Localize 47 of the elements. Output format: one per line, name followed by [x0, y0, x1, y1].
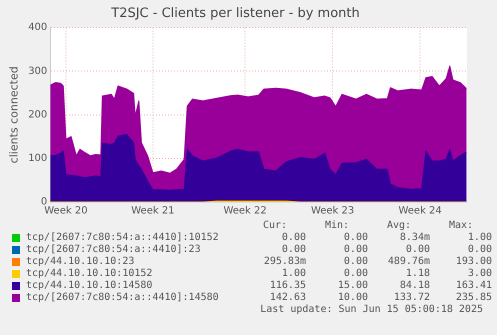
text: 0.00: [466, 244, 492, 256]
text: Max:: [448, 220, 474, 232]
y-tick-label: 200: [28, 109, 48, 120]
text: 295.83m: [262, 256, 306, 268]
chart-title: T2SJC - Clients per listener - by month: [110, 6, 360, 22]
text: 142.63: [268, 292, 306, 304]
text: 0.00: [280, 244, 306, 256]
text: 1.00: [466, 232, 492, 244]
text: 3.00: [466, 268, 492, 280]
y-tick-label: 0: [40, 196, 48, 208]
x-tick-label: Week 24: [398, 206, 442, 217]
text: 8.34m: [398, 232, 430, 244]
text: 1.00: [280, 268, 306, 280]
x-tick-label: Week 21: [131, 206, 175, 217]
text: 0.00: [342, 232, 368, 244]
legend-label: tcp/44.10.10.10:14580: [26, 280, 154, 292]
y-axis-title: clients connected: [7, 66, 20, 164]
legend-label: tcp/[2607:7c80:54:a::4410]:14580: [26, 292, 220, 304]
legend-label: tcp/44.10.10.10:23: [26, 256, 136, 268]
text: 84.18: [398, 280, 430, 292]
x-tick-label: Week 22: [223, 206, 267, 217]
text: 133.72: [392, 292, 430, 304]
y-tick-label: 300: [28, 66, 48, 77]
text: 163.41: [454, 280, 492, 292]
y-tick-label: 400: [28, 22, 48, 34]
text: Min:: [324, 220, 350, 232]
text: 10.00: [336, 292, 368, 304]
x-tick-label: Week 23: [310, 206, 354, 217]
text: Avg:: [386, 220, 412, 232]
x-tick-label: Week 20: [44, 206, 88, 217]
text: Last update: Sun Jun 15 05:00:18 2025: [259, 304, 484, 316]
text: 1.18: [404, 268, 430, 280]
text: 0.00: [342, 256, 368, 268]
text: 0.00: [342, 268, 368, 280]
text: 193.00: [454, 256, 492, 268]
text: 116.35: [268, 280, 306, 292]
text: 0.00: [404, 244, 430, 256]
text: 0.00: [342, 244, 368, 256]
legend-label: tcp/[2607:7c80:54:a::4410]:10152: [26, 232, 220, 244]
legend-label: tcp/44.10.10.10:10152: [26, 268, 154, 280]
text: Cur:: [262, 220, 288, 232]
text: 0.00: [280, 232, 306, 244]
text: 235.85: [454, 292, 492, 304]
text: 15.00: [336, 280, 368, 292]
legend-label: tcp/[2607:7c80:54:a::4410]:23: [26, 244, 202, 256]
text: 489.76m: [386, 256, 430, 268]
y-tick-label: 100: [28, 152, 48, 164]
